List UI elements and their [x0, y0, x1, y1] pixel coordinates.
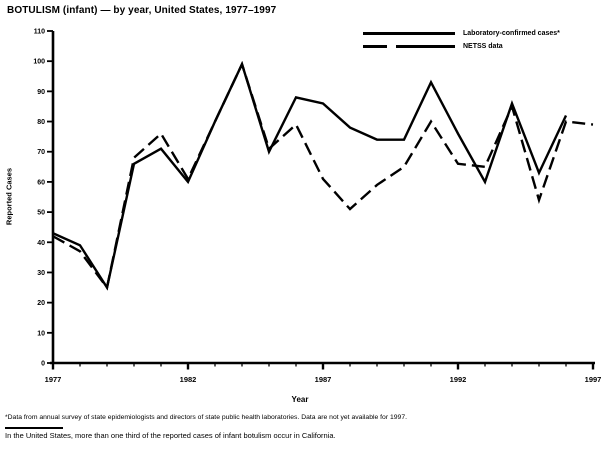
y-tick-label: 100	[33, 59, 45, 66]
y-tick-label: 10	[37, 330, 45, 337]
y-tick-label: 20	[37, 300, 45, 307]
chart-title: BOTULISM (infant) — by year, United Stat…	[7, 5, 277, 16]
legend-label-lab-confirmed: Laboratory-confirmed cases*	[463, 30, 560, 37]
y-tick-label: 80	[37, 119, 45, 126]
legend: Laboratory-confirmed cases* NETSS data	[363, 27, 560, 53]
x-tick-label: 1982	[180, 375, 197, 384]
y-tick-label: 50	[37, 210, 45, 217]
dashed-line-sample	[363, 45, 455, 48]
x-tick-label: 1977	[45, 375, 62, 384]
legend-item-lab-confirmed: Laboratory-confirmed cases*	[363, 27, 560, 40]
footnote-california: In the United States, more than one thir…	[5, 431, 336, 440]
y-axis-label: Reported Cases	[4, 167, 14, 226]
y-tick-label: 40	[37, 240, 45, 247]
x-axis-label: Year	[291, 395, 309, 404]
y-tick-label: 110	[34, 29, 45, 36]
footnote-data-source: *Data from annual survey of state epidem…	[5, 414, 407, 421]
x-tick-label: 1987	[315, 375, 332, 384]
solid-line-sample	[363, 32, 455, 35]
chart-canvas: 0 10 20 30 40 50 60 70 80 90 100 110 1977 1982 1987 199…	[33, 29, 602, 385]
y-tick-label: 70	[37, 149, 45, 156]
x-tick-label: 1997	[585, 375, 602, 384]
lab-confirmed-line	[52, 60, 568, 291]
y-tick-label: 0	[41, 361, 45, 368]
legend-label-netss: NETSS data	[463, 43, 503, 50]
y-tick-label: 90	[37, 89, 45, 96]
y-tick-label: 30	[37, 270, 45, 277]
footnote-divider	[5, 427, 63, 429]
y-tick-label: 60	[37, 179, 45, 186]
netss-data-line	[52, 60, 594, 291]
legend-item-netss: NETSS data	[363, 40, 560, 53]
x-tick-label: 1992	[450, 375, 467, 384]
